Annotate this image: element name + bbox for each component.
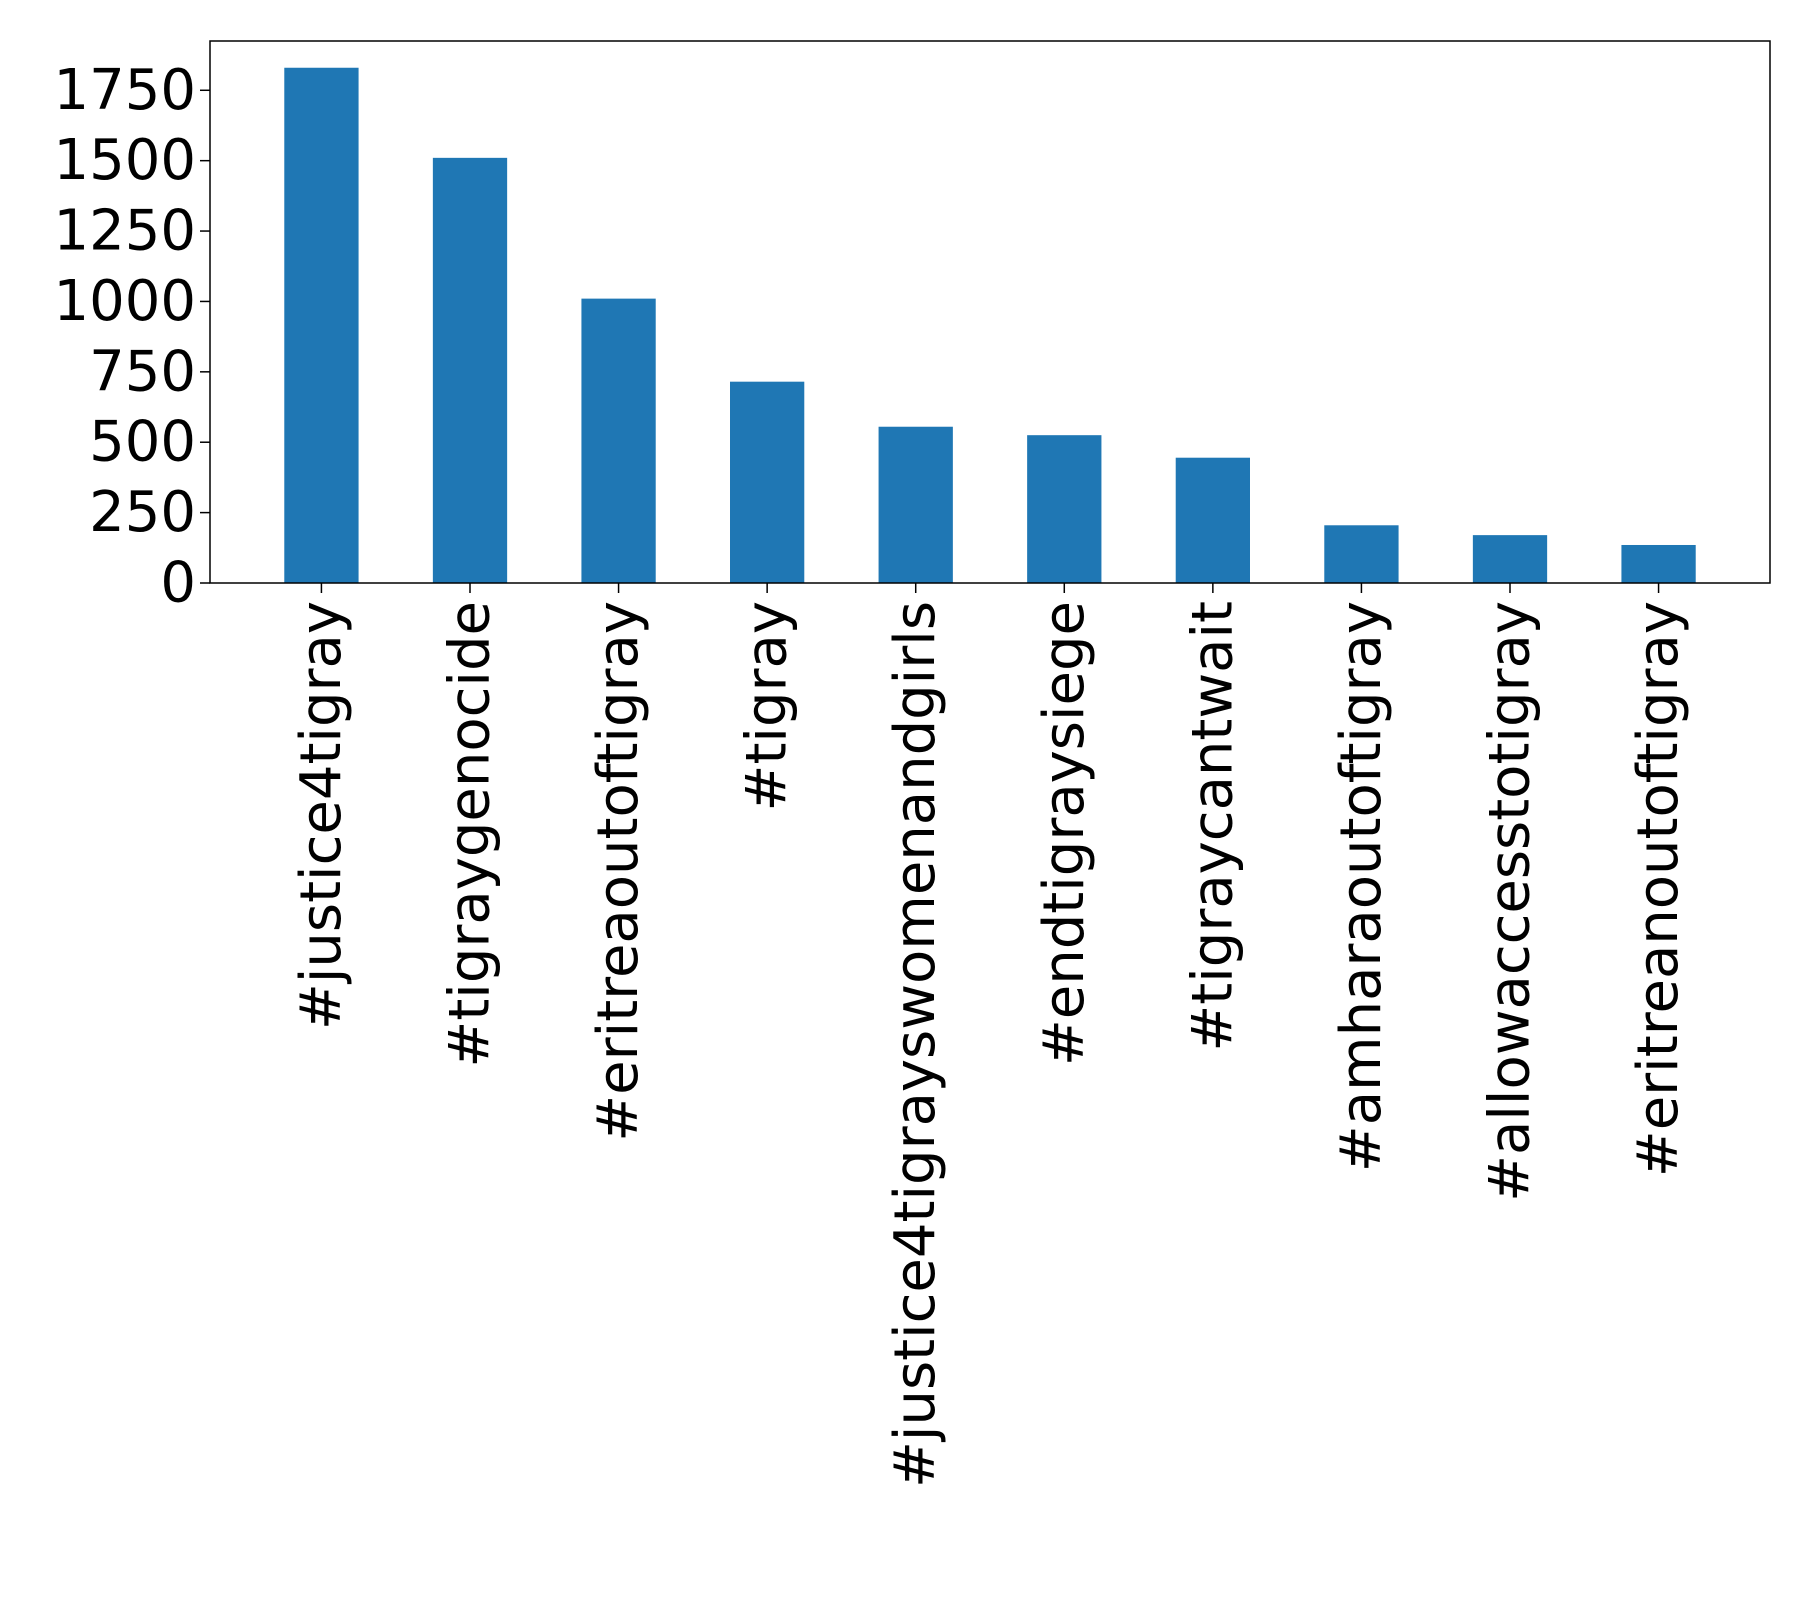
bar (581, 298, 656, 583)
y-tick-label: 1000 (53, 269, 196, 334)
x-tick-label: #endtigraysiege (1032, 601, 1097, 1066)
y-tick-label: 1750 (53, 58, 196, 123)
x-tick-label: #justice4tigrayswomenandgirls (883, 601, 948, 1488)
x-tick-label: #eritreaoutoftigray (586, 601, 651, 1142)
bar (1175, 457, 1250, 583)
bars-group (284, 67, 1696, 584)
x-tick-label: #tigraygenocide (438, 601, 503, 1068)
bar (284, 67, 359, 584)
x-tick-label: #tigraycantwait (1180, 601, 1245, 1052)
bar (1324, 525, 1399, 583)
bar (1621, 544, 1696, 583)
bar (432, 157, 508, 584)
x-tick-label: #amharaoutoftigray (1329, 601, 1394, 1172)
y-tick-label: 1500 (53, 128, 196, 193)
x-axis: #justice4tigray #tigraygenocide #eritreaou… (289, 583, 1691, 1488)
x-tick-label: #eritreanoutoftigray (1626, 601, 1691, 1177)
y-tick-label: 750 (89, 339, 196, 404)
bar (1472, 535, 1548, 583)
y-tick-label: 250 (89, 480, 196, 545)
x-tick-label: #tigray (735, 601, 800, 811)
x-tick-label: #justice4tigray (289, 601, 354, 1030)
bar (730, 381, 805, 583)
y-tick-label: 500 (89, 410, 196, 475)
plot-frame (209, 40, 1771, 584)
x-tick-label: #allowaccesstotigray (1478, 601, 1543, 1202)
bar (1027, 435, 1102, 583)
bar (878, 426, 953, 583)
y-tick-label: 0 (160, 551, 196, 616)
y-tick-label: 1250 (53, 199, 196, 264)
